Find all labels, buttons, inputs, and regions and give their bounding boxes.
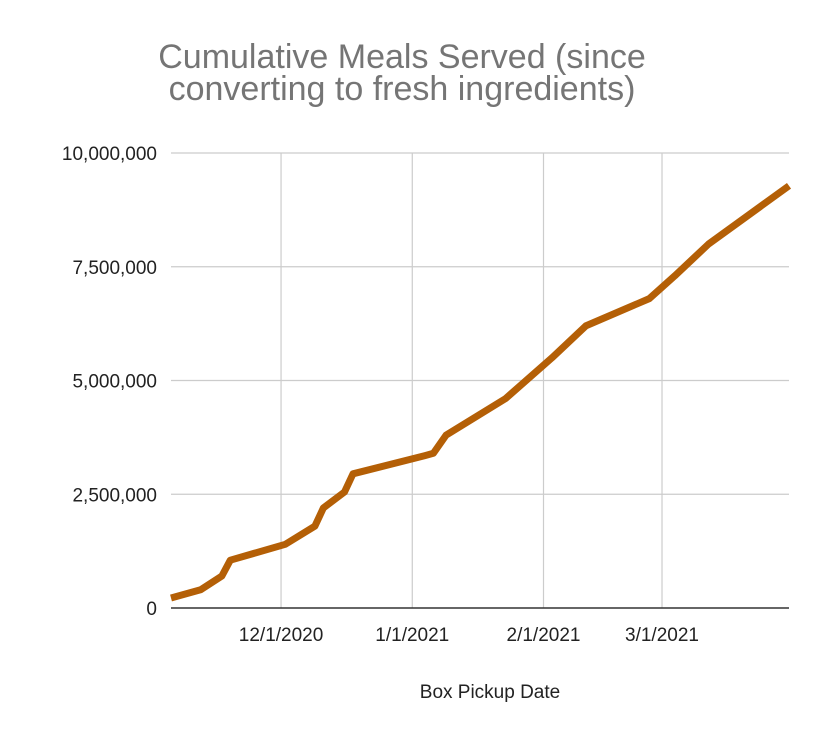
y-axis-ticks: 0 2,500,000 5,000,000 7,500,000 10,000,000 <box>62 144 157 620</box>
chart-title: Cumulative Meals Served (sinceconverting… <box>158 38 646 108</box>
x-tick-label: 2/1/2021 <box>507 625 581 646</box>
y-tick-label: 0 <box>146 599 157 620</box>
series-line <box>170 182 792 602</box>
x-axis-ticks: 12/1/2020 1/1/2021 2/1/2021 3/1/2021 <box>239 625 699 646</box>
y-tick-label: 7,500,000 <box>72 258 157 279</box>
gridlines <box>171 152 789 608</box>
y-tick-label: 2,500,000 <box>72 485 157 506</box>
y-tick-label: 10,000,000 <box>62 144 157 165</box>
x-axis-label: Box Pickup Date <box>420 682 560 703</box>
y-tick-label: 5,000,000 <box>72 372 157 393</box>
chart-title-line: Cumulative Meals Served (since <box>158 38 646 76</box>
chart-title-line: converting to fresh ingredients) <box>169 70 636 108</box>
x-tick-label: 12/1/2020 <box>239 625 324 646</box>
series-lines <box>170 182 792 602</box>
x-tick-label: 3/1/2021 <box>625 625 699 646</box>
x-tick-label: 1/1/2021 <box>375 625 449 646</box>
